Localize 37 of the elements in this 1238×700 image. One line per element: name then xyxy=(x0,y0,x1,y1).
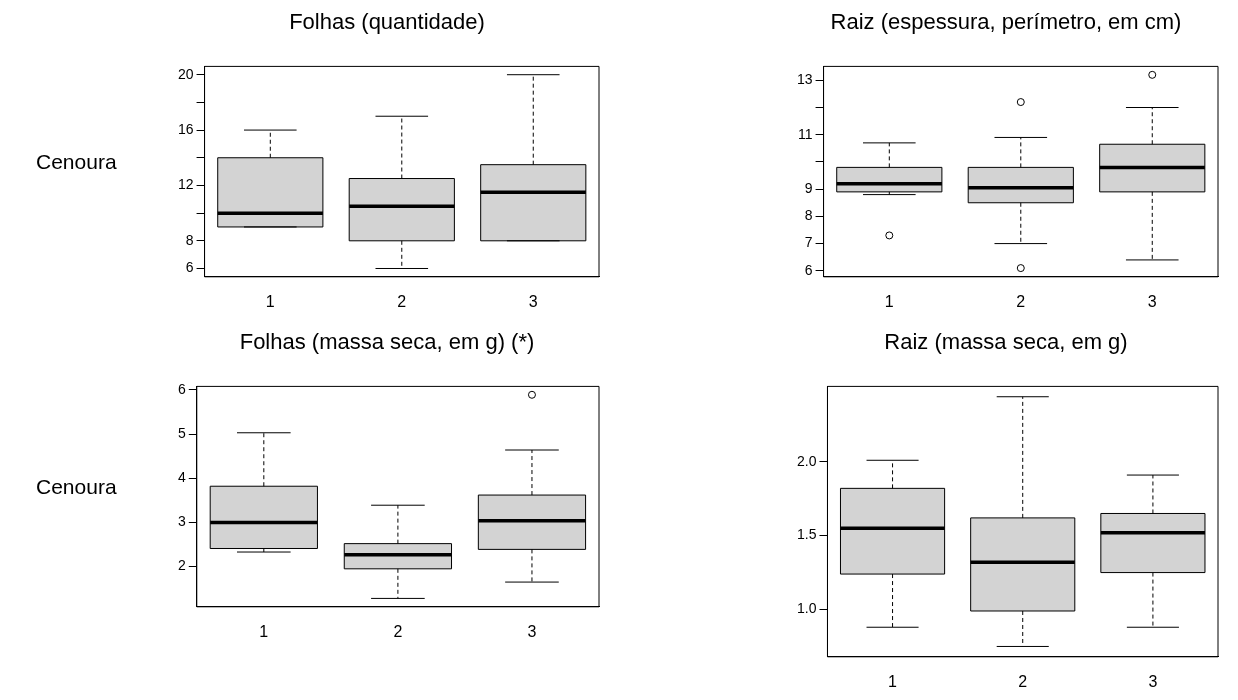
y-tick-label: 1.5 xyxy=(796,526,817,543)
y-tick-label: 16 xyxy=(177,120,194,137)
y-tick-label: 8 xyxy=(804,207,813,224)
chart-title: Raiz (espessura, perímetro, em cm) xyxy=(830,9,1182,35)
text: Cenoura xyxy=(36,150,117,174)
y-tick-label: 8 xyxy=(185,231,194,248)
x-tick-label: 3 xyxy=(1147,292,1157,310)
y-tick-label: 1.0 xyxy=(796,600,817,617)
x-tick-label: 2 xyxy=(1016,292,1026,310)
chart-title: Raiz (massa seca, em g) xyxy=(884,329,1128,355)
x-tick-label: 2 xyxy=(1018,672,1028,690)
x-tick-label: 1 xyxy=(884,292,894,310)
x-tick-label: 2 xyxy=(397,292,407,310)
y-tick-label: 7 xyxy=(804,234,813,251)
y-tick-label: 6 xyxy=(185,259,194,276)
chart-title: Folhas (quantidade) xyxy=(289,9,485,35)
x-tick-label: 2 xyxy=(393,622,403,640)
y-tick-label: 20 xyxy=(177,65,194,82)
x-tick-label: 3 xyxy=(528,292,538,310)
y-tick-label: 6 xyxy=(177,380,186,397)
y-tick-label: 9 xyxy=(804,180,813,197)
y-tick-label: 2 xyxy=(177,557,186,574)
y-tick-label: 5 xyxy=(177,424,186,441)
y-tick-label: 6 xyxy=(804,261,813,278)
chart-title: Folhas (massa seca, em g) (*) xyxy=(239,329,535,355)
y-tick-label: 3 xyxy=(177,513,186,530)
y-tick-label: 13 xyxy=(796,71,813,88)
x-tick-label: 1 xyxy=(888,672,898,690)
y-tick-label: 12 xyxy=(177,176,194,193)
y-tick-label: 2.0 xyxy=(796,452,817,469)
text: Cenoura xyxy=(36,475,117,499)
x-tick-label: 3 xyxy=(527,622,537,640)
y-tick-label: 11 xyxy=(798,125,813,142)
y-tick-label: 4 xyxy=(177,469,186,486)
x-tick-label: 1 xyxy=(265,292,275,310)
x-tick-label: 1 xyxy=(259,622,269,640)
x-tick-label: 3 xyxy=(1148,672,1158,690)
